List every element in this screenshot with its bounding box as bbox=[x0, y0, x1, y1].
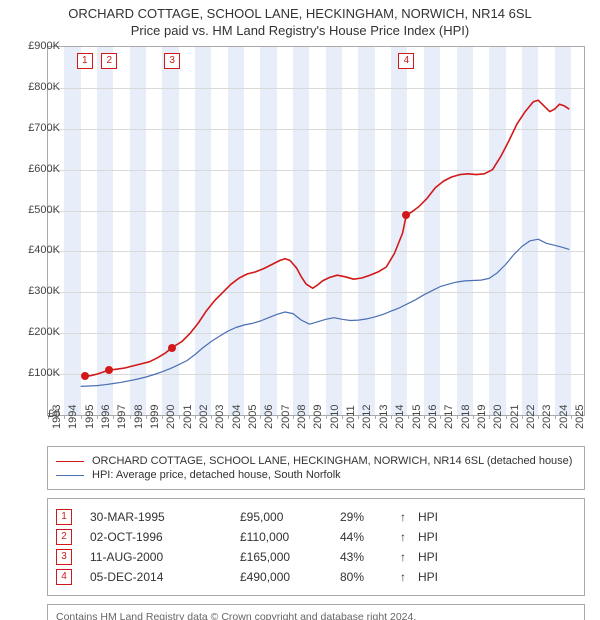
x-axis-tick bbox=[326, 415, 327, 419]
legend-row-hpi: HPI: Average price, detached house, Sout… bbox=[56, 469, 576, 481]
chart-outer: 1993199419951996199719981999200020012002… bbox=[0, 46, 600, 416]
price-point-dot bbox=[81, 372, 89, 380]
event-date: 30-MAR-1995 bbox=[90, 510, 240, 524]
legend-swatch-hpi bbox=[56, 475, 84, 476]
up-arrow-icon: ↑ bbox=[400, 510, 418, 524]
x-axis-tick bbox=[162, 415, 163, 419]
event-price: £110,000 bbox=[240, 530, 340, 544]
x-axis-tick bbox=[130, 415, 131, 419]
up-arrow-icon: ↑ bbox=[400, 550, 418, 564]
event-pct: 44% bbox=[340, 530, 400, 544]
title-address: ORCHARD COTTAGE, SCHOOL LANE, HECKINGHAM… bbox=[0, 6, 600, 21]
x-axis-tick bbox=[179, 415, 180, 419]
title-subtitle: Price paid vs. HM Land Registry's House … bbox=[0, 23, 600, 38]
x-axis-tick bbox=[489, 415, 490, 419]
event-hpi-label: HPI bbox=[418, 550, 458, 564]
chart-plot-area: 1993199419951996199719981999200020012002… bbox=[47, 46, 585, 416]
event-price: £95,000 bbox=[240, 510, 340, 524]
event-hpi-label: HPI bbox=[418, 570, 458, 584]
x-axis-tick bbox=[408, 415, 409, 419]
x-axis-tick bbox=[375, 415, 376, 419]
event-row: 2 02-OCT-1996£110,00044%↑HPI bbox=[56, 529, 576, 545]
x-axis-tick bbox=[293, 415, 294, 419]
event-pct: 43% bbox=[340, 550, 400, 564]
x-axis-tick bbox=[64, 415, 65, 419]
event-date: 05-DEC-2014 bbox=[90, 570, 240, 584]
x-axis-tick bbox=[473, 415, 474, 419]
events-table: 130-MAR-1995£95,00029%↑HPI202-OCT-1996£1… bbox=[47, 498, 585, 596]
x-axis-tick bbox=[244, 415, 245, 419]
x-axis-tick bbox=[391, 415, 392, 419]
x-axis-tick bbox=[211, 415, 212, 419]
event-hpi-label: HPI bbox=[418, 530, 458, 544]
x-axis-tick bbox=[522, 415, 523, 419]
page-root: ORCHARD COTTAGE, SCHOOL LANE, HECKINGHAM… bbox=[0, 0, 600, 620]
x-axis-tick bbox=[113, 415, 114, 419]
x-axis-tick bbox=[277, 415, 278, 419]
x-axis-tick bbox=[440, 415, 441, 419]
up-arrow-icon: ↑ bbox=[400, 530, 418, 544]
event-pct: 80% bbox=[340, 570, 400, 584]
event-row: 1 30-MAR-1995£95,00029%↑HPI bbox=[56, 509, 576, 525]
x-axis-tick bbox=[81, 415, 82, 419]
x-axis-tick bbox=[538, 415, 539, 419]
x-axis-tick bbox=[424, 415, 425, 419]
price-marker-1: 1 bbox=[77, 53, 93, 69]
price-point-dot bbox=[105, 366, 113, 374]
x-axis-tick bbox=[260, 415, 261, 419]
x-axis-tick bbox=[457, 415, 458, 419]
x-axis-tick bbox=[506, 415, 507, 419]
price-marker-2: 2 bbox=[101, 53, 117, 69]
attribution-footer: Contains HM Land Registry data © Crown c… bbox=[47, 604, 585, 620]
x-axis-tick bbox=[97, 415, 98, 419]
event-price: £490,000 bbox=[240, 570, 340, 584]
x-axis-tick bbox=[555, 415, 556, 419]
event-row: 4 05-DEC-2014£490,00080%↑HPI bbox=[56, 569, 576, 585]
x-axis-tick bbox=[146, 415, 147, 419]
legend-box: ORCHARD COTTAGE, SCHOOL LANE, HECKINGHAM… bbox=[47, 446, 585, 490]
event-marker-num: 1 bbox=[56, 509, 72, 525]
legend-row-property: ORCHARD COTTAGE, SCHOOL LANE, HECKINGHAM… bbox=[56, 455, 576, 467]
legend-swatch-property bbox=[56, 461, 84, 462]
series-lines bbox=[48, 47, 584, 415]
event-date: 11-AUG-2000 bbox=[90, 550, 240, 564]
price-point-dot bbox=[402, 211, 410, 219]
price-point-dot bbox=[168, 344, 176, 352]
event-price: £165,000 bbox=[240, 550, 340, 564]
legend-label-hpi: HPI: Average price, detached house, Sout… bbox=[92, 469, 341, 481]
event-pct: 29% bbox=[340, 510, 400, 524]
event-marker-num: 4 bbox=[56, 569, 72, 585]
x-axis-tick bbox=[342, 415, 343, 419]
price-marker-4: 4 bbox=[398, 53, 414, 69]
up-arrow-icon: ↑ bbox=[400, 570, 418, 584]
event-row: 3 11-AUG-2000£165,00043%↑HPI bbox=[56, 549, 576, 565]
footer-line1: Contains HM Land Registry data © Crown c… bbox=[56, 610, 576, 620]
title-block: ORCHARD COTTAGE, SCHOOL LANE, HECKINGHAM… bbox=[0, 0, 600, 38]
x-axis-tick bbox=[571, 415, 572, 419]
x-axis-tick bbox=[228, 415, 229, 419]
event-marker-num: 2 bbox=[56, 529, 72, 545]
series-line-hpi bbox=[81, 239, 570, 386]
event-hpi-label: HPI bbox=[418, 510, 458, 524]
x-axis-tick bbox=[358, 415, 359, 419]
legend-label-property: ORCHARD COTTAGE, SCHOOL LANE, HECKINGHAM… bbox=[92, 455, 572, 467]
x-axis-tick bbox=[195, 415, 196, 419]
series-line-property bbox=[85, 100, 570, 376]
x-axis-tick bbox=[309, 415, 310, 419]
event-date: 02-OCT-1996 bbox=[90, 530, 240, 544]
event-marker-num: 3 bbox=[56, 549, 72, 565]
price-marker-3: 3 bbox=[164, 53, 180, 69]
